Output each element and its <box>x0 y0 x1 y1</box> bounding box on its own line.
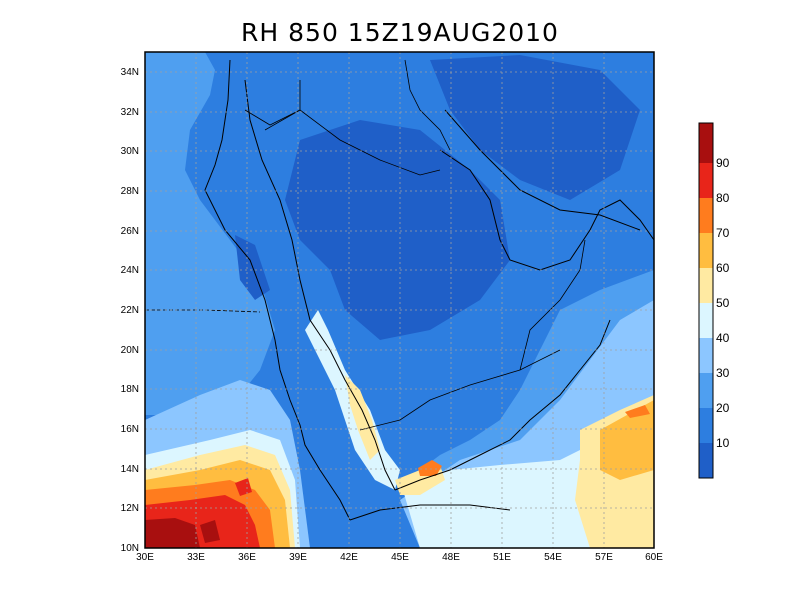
x-tick-label: 45E <box>391 552 409 563</box>
colorbar-swatch <box>699 373 713 408</box>
x-tick-label: 33E <box>187 552 205 563</box>
x-axis: 30E 33E 36E 39E 42E 45E 48E 51E 54E 57E … <box>136 552 663 563</box>
map-frame <box>144 51 655 549</box>
persian-gulf-coast <box>439 149 654 271</box>
x-tick-label: 48E <box>442 552 460 563</box>
x-tick-label: 51E <box>493 552 511 563</box>
y-tick-label: 26N <box>121 226 139 237</box>
colorbar-label: 60 <box>716 261 730 275</box>
y-tick-label: 14N <box>121 464 139 475</box>
rh-band-70-80-east <box>625 405 650 418</box>
iran-coast <box>444 109 641 231</box>
colorbar-swatch <box>699 198 713 233</box>
rh-band-90-plus <box>145 518 200 548</box>
y-tick-label: 16N <box>121 424 139 435</box>
x-tick-label: 60E <box>645 552 663 563</box>
rh-band-20-30-west <box>145 52 275 415</box>
x-tick-label: 42E <box>340 552 358 563</box>
y-tick-label: 12N <box>121 503 139 514</box>
coastlines <box>204 59 654 521</box>
colorbar: 10 20 30 40 50 60 70 80 90 <box>698 122 730 479</box>
y-tick-label: 24N <box>121 265 139 276</box>
border-iraq-iran <box>404 59 451 151</box>
horn-africa-coast <box>349 504 511 521</box>
border-oman <box>519 239 586 371</box>
red-sea-coast-east <box>244 79 396 491</box>
colorbar-label: 30 <box>716 366 730 380</box>
colorbar-swatch <box>699 443 713 478</box>
rh-band-0-10-arabia <box>285 120 510 340</box>
chart-title: RH 850 15Z19AUG2010 <box>241 18 559 47</box>
colorbar-swatch <box>699 303 713 338</box>
colorbar-label: 10 <box>716 436 730 450</box>
rh-band-0-10-iran <box>430 55 640 200</box>
colorbar-swatch <box>699 123 713 163</box>
y-tick-label: 22N <box>121 305 139 316</box>
rh-field <box>145 52 654 548</box>
rh-band-70-80-yemen <box>418 460 442 476</box>
colorbar-swatch <box>699 338 713 373</box>
red-sea-coast-west <box>204 59 351 521</box>
y-tick-label: 28N <box>121 186 139 197</box>
y-tick-label: 10N <box>121 543 139 554</box>
x-tick-label: 39E <box>289 552 307 563</box>
x-tick-label: 30E <box>136 552 154 563</box>
colorbar-swatch <box>699 268 713 303</box>
colorbar-label: 20 <box>716 401 730 415</box>
y-axis: 10N 12N 14N 16N 18N 20N 22N 24N 26N 28N … <box>121 67 139 554</box>
border-saudi-yemen <box>359 349 561 431</box>
y-tick-label: 30N <box>121 146 139 157</box>
colorbar-label: 40 <box>716 331 730 345</box>
rh-band-80-90-spot <box>235 478 252 496</box>
y-tick-label: 34N <box>121 67 139 78</box>
x-tick-label: 36E <box>238 552 256 563</box>
colorbar-label: 70 <box>716 226 730 240</box>
y-tick-label: 20N <box>121 345 139 356</box>
rh-band-60-70-east <box>600 400 654 480</box>
y-tick-label: 32N <box>121 107 139 118</box>
colorbar-label: 50 <box>716 296 730 310</box>
colorbar-swatch <box>699 408 713 443</box>
x-tick-label: 57E <box>595 552 613 563</box>
y-tick-label: 18N <box>121 384 139 395</box>
colorbar-swatch <box>699 163 713 198</box>
colorbar-swatch <box>699 233 713 268</box>
colorbar-label: 90 <box>716 156 730 170</box>
x-tick-label: 54E <box>544 552 562 563</box>
arabia-south-coast <box>394 319 611 491</box>
rh-band-90-plus-spot <box>200 520 220 543</box>
colorbar-frame <box>698 122 714 479</box>
border-jordan <box>244 80 301 126</box>
colorbar-label: 80 <box>716 191 730 205</box>
